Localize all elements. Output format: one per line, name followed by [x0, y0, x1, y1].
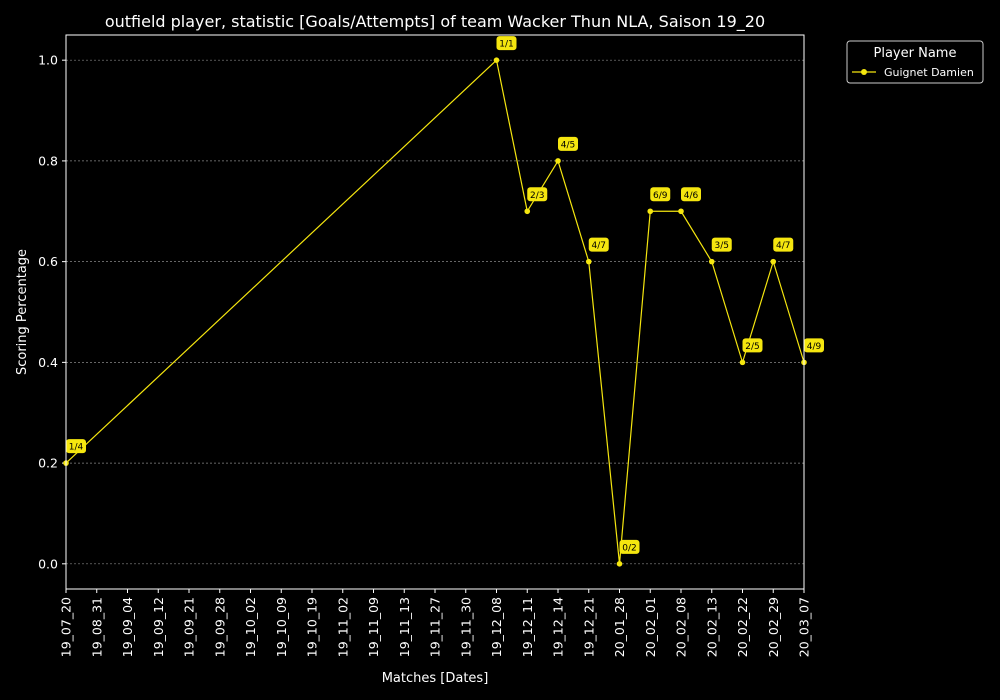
- data-label-box: [496, 36, 517, 51]
- x-tick-label: 19_10_09: [274, 597, 289, 657]
- x-tick-label: 20_02_13: [704, 597, 719, 657]
- data-point: [770, 258, 777, 265]
- x-tick-label: 20_01_28: [612, 597, 627, 657]
- data-label-box: [711, 237, 732, 252]
- x-tick-label: 19_12_14: [551, 597, 566, 657]
- x-tick-label: 19_07_20: [59, 597, 74, 657]
- y-tick-label: 1.0: [38, 53, 58, 68]
- data-point: [708, 258, 715, 265]
- x-tick-label: 19_12_08: [489, 597, 504, 657]
- y-axis: 0.0 0.2 0.4 0.6 0.8 1.0: [38, 53, 66, 571]
- x-tick-label: 20_02_22: [735, 597, 750, 657]
- data-label-box: [650, 187, 671, 202]
- x-tick-label: 20_02_29: [766, 597, 781, 657]
- x-tick-label: 19_09_04: [120, 597, 135, 657]
- y-tick-label: 0.2: [38, 456, 58, 471]
- data-label-box: [619, 539, 640, 554]
- x-tick-label: 19_11_30: [458, 597, 473, 657]
- data-label: 6/9: [653, 191, 668, 201]
- x-tick-label: 19_10_19: [305, 597, 320, 657]
- x-tick-label: 20_02_08: [674, 597, 689, 657]
- x-axis-label: Matches [Dates]: [382, 671, 489, 686]
- data-label: 4/7: [592, 241, 606, 251]
- legend-entry-guignet-damien: Guignet Damien: [884, 66, 974, 79]
- data-label-box: [527, 187, 548, 202]
- x-tick-label: 19_12_21: [581, 597, 596, 657]
- x-axis: 19_07_20 19_08_31 19_09_04 19_09_12 19_09_21…: [59, 589, 812, 657]
- x-tick-label: 19_11_02: [335, 597, 350, 657]
- data-label: 4/6: [684, 191, 699, 201]
- data-labels: 1/4 1/1 2/3 4/5 4/7 0/2 6/9 4/6 3/5 2/5 4/7 4/9: [66, 36, 824, 554]
- data-label-box: [681, 187, 701, 202]
- data-label: 3/5: [715, 241, 729, 251]
- data-label-box: [742, 338, 763, 353]
- x-tick-label: 19_08_31: [89, 597, 104, 657]
- plot-frame: [65, 34, 805, 590]
- legend-point-marker: [861, 69, 867, 75]
- x-tick-label: 19_11_27: [428, 597, 443, 657]
- data-label: 4/7: [776, 241, 790, 251]
- x-tick-label: 20_03_07: [797, 597, 812, 657]
- data-point: [555, 158, 561, 164]
- data-label-box: [66, 439, 86, 454]
- legend: Player Name Guignet Damien: [846, 40, 984, 84]
- chart-title: outfield player, statistic [Goals/Attemp…: [105, 12, 765, 32]
- data-point: [524, 208, 531, 215]
- data-point: [739, 359, 746, 366]
- x-tick-label: 20_02_01: [643, 597, 658, 657]
- data-label-box: [558, 136, 578, 151]
- data-label: 4/9: [807, 342, 822, 352]
- data-point: [585, 258, 592, 265]
- y-tick-label: 0.0: [38, 556, 58, 571]
- y-tick-label: 0.6: [38, 254, 58, 269]
- data-point: [616, 561, 623, 567]
- y-axis-label: Scoring Percentage: [15, 249, 30, 375]
- data-label-box: [773, 237, 794, 252]
- data-label: 0/2: [622, 543, 636, 553]
- x-tick-label: 19_11_09: [366, 597, 381, 657]
- data-label-box: [804, 338, 824, 353]
- x-tick-label: 19_09_12: [151, 597, 166, 657]
- x-tick-label: 19_12_11: [520, 597, 535, 657]
- data-label: 4/5: [561, 140, 575, 150]
- y-tick-label: 0.8: [38, 153, 58, 168]
- legend-title: Player Name: [874, 46, 957, 61]
- grid: [66, 59, 804, 565]
- x-tick-label: 19_09_28: [212, 597, 227, 657]
- x-tick-label: 19_10_02: [243, 597, 258, 657]
- data-point: [647, 208, 654, 215]
- legend-box: [846, 40, 984, 84]
- x-tick-label: 19_09_21: [182, 597, 197, 657]
- data-label: 2/5: [745, 342, 759, 352]
- data-label-box: [588, 237, 609, 252]
- y-tick-label: 0.4: [38, 355, 58, 370]
- data-label: 1/1: [499, 40, 513, 50]
- data-point: [493, 57, 500, 63]
- data-point: [678, 208, 684, 215]
- data-label: 1/4: [69, 443, 84, 453]
- x-tick-label: 19_11_13: [397, 597, 412, 657]
- data-label: 2/3: [530, 191, 544, 201]
